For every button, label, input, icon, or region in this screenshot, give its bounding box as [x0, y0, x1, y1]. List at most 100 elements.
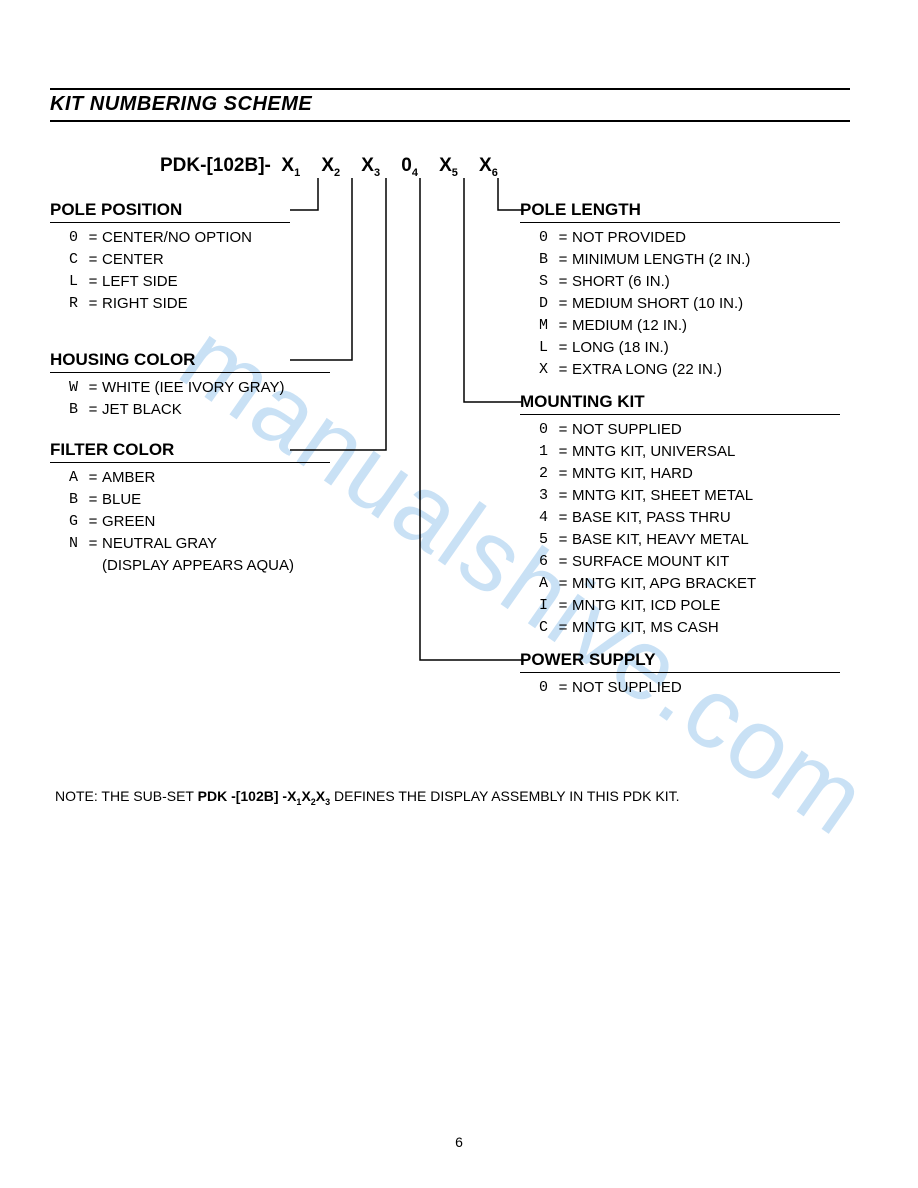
option-label: BASE KIT, PASS THRU: [572, 507, 840, 529]
section-header: FILTER COLOR: [50, 440, 330, 463]
option-label: MNTG KIT, APG BRACKET: [572, 573, 840, 595]
option-code: 4: [520, 507, 554, 529]
options-list: 0=NOT SUPPLIED: [520, 677, 840, 699]
section-header: MOUNTING KIT: [520, 392, 840, 415]
option-row: C=MNTG KIT, MS CASH: [520, 617, 840, 639]
option-row: L=LEFT SIDE: [50, 271, 290, 293]
option-code: G: [50, 511, 84, 533]
option-code: 0: [520, 419, 554, 441]
option-row: 0=NOT SUPPLIED: [520, 419, 840, 441]
option-row: B=BLUE: [50, 489, 330, 511]
option-code: X: [520, 359, 554, 381]
option-row: I=MNTG KIT, ICD POLE: [520, 595, 840, 617]
equals-sign: =: [84, 377, 102, 399]
section-housing-color: HOUSING COLOR W=WHITE (IEE IVORY GRAY)B=…: [50, 350, 330, 421]
section-mounting-kit: MOUNTING KIT 0=NOT SUPPLIED1=MNTG KIT, U…: [520, 392, 840, 639]
option-row: A=AMBER: [50, 467, 330, 489]
option-label: MINIMUM LENGTH (2 IN.): [572, 249, 840, 271]
option-code: N: [50, 533, 84, 555]
equals-sign: =: [554, 293, 572, 315]
option-row: 0=NOT SUPPLIED: [520, 677, 840, 699]
equals-sign: =: [84, 293, 102, 315]
option-row: A=MNTG KIT, APG BRACKET: [520, 573, 840, 595]
equals-sign: =: [84, 467, 102, 489]
section-header: POLE POSITION: [50, 200, 290, 223]
option-code: W: [50, 377, 84, 399]
equals-sign: =: [554, 573, 572, 595]
option-row: R=RIGHT SIDE: [50, 293, 290, 315]
equals-sign: =: [554, 551, 572, 573]
option-code: C: [520, 617, 554, 639]
option-code: R: [50, 293, 84, 315]
option-label: MNTG KIT, HARD: [572, 463, 840, 485]
option-label: WHITE (IEE IVORY GRAY): [102, 377, 330, 399]
equals-sign: =: [554, 249, 572, 271]
options-list: 0=NOT PROVIDEDB=MINIMUM LENGTH (2 IN.)S=…: [520, 227, 840, 381]
options-list: A=AMBERB=BLUEG=GREENN=NEUTRAL GRAY: [50, 467, 330, 555]
option-code: D: [520, 293, 554, 315]
option-label: NEUTRAL GRAY: [102, 533, 330, 555]
option-label: NOT PROVIDED: [572, 227, 840, 249]
option-code: C: [50, 249, 84, 271]
equals-sign: =: [84, 399, 102, 421]
option-row: D=MEDIUM SHORT (10 IN.): [520, 293, 840, 315]
option-row: X=EXTRA LONG (22 IN.): [520, 359, 840, 381]
option-label: MNTG KIT, SHEET METAL: [572, 485, 840, 507]
options-list: W=WHITE (IEE IVORY GRAY)B=JET BLACK: [50, 377, 330, 421]
option-code: M: [520, 315, 554, 337]
equals-sign: =: [554, 617, 572, 639]
option-code: L: [520, 337, 554, 359]
equals-sign: =: [554, 227, 572, 249]
option-row: L=LONG (18 IN.): [520, 337, 840, 359]
equals-sign: =: [554, 485, 572, 507]
option-code: A: [520, 573, 554, 595]
equals-sign: =: [554, 337, 572, 359]
option-row: C=CENTER: [50, 249, 290, 271]
option-code: I: [520, 595, 554, 617]
option-row: 0=CENTER/NO OPTION: [50, 227, 290, 249]
option-code: 0: [520, 227, 554, 249]
option-row: 0=NOT PROVIDED: [520, 227, 840, 249]
option-row: B=MINIMUM LENGTH (2 IN.): [520, 249, 840, 271]
section-filter-color: FILTER COLOR A=AMBERB=BLUEG=GREENN=NEUTR…: [50, 440, 330, 577]
option-row: W=WHITE (IEE IVORY GRAY): [50, 377, 330, 399]
option-label: NOT SUPPLIED: [572, 419, 840, 441]
option-row: B=JET BLACK: [50, 399, 330, 421]
equals-sign: =: [554, 419, 572, 441]
option-row: 2=MNTG KIT, HARD: [520, 463, 840, 485]
option-label: MNTG KIT, UNIVERSAL: [572, 441, 840, 463]
footnote: NOTE: THE SUB-SET PDK -[102B] -X1X2X3 DE…: [55, 788, 845, 807]
option-label: MNTG KIT, MS CASH: [572, 617, 840, 639]
option-code: L: [50, 271, 84, 293]
option-row: N=NEUTRAL GRAY: [50, 533, 330, 555]
equals-sign: =: [554, 529, 572, 551]
option-label: CENTER/NO OPTION: [102, 227, 290, 249]
section-power-supply: POWER SUPPLY 0=NOT SUPPLIED: [520, 650, 840, 699]
equals-sign: =: [84, 227, 102, 249]
option-row: G=GREEN: [50, 511, 330, 533]
section-pole-position: POLE POSITION 0=CENTER/NO OPTIONC=CENTER…: [50, 200, 290, 315]
equals-sign: =: [84, 249, 102, 271]
equals-sign: =: [84, 271, 102, 293]
section-header: POLE LENGTH: [520, 200, 840, 223]
section-pole-length: POLE LENGTH 0=NOT PROVIDEDB=MINIMUM LENG…: [520, 200, 840, 381]
option-label: BASE KIT, HEAVY METAL: [572, 529, 840, 551]
options-list: 0=CENTER/NO OPTIONC=CENTERL=LEFT SIDER=R…: [50, 227, 290, 315]
option-label: SURFACE MOUNT KIT: [572, 551, 840, 573]
option-label: LEFT SIDE: [102, 271, 290, 293]
equals-sign: =: [554, 507, 572, 529]
equals-sign: =: [554, 271, 572, 293]
option-row: M=MEDIUM (12 IN.): [520, 315, 840, 337]
option-code: 0: [520, 677, 554, 699]
option-code: A: [50, 467, 84, 489]
option-row: 3=MNTG KIT, SHEET METAL: [520, 485, 840, 507]
option-row: 5=BASE KIT, HEAVY METAL: [520, 529, 840, 551]
option-label: MNTG KIT, ICD POLE: [572, 595, 840, 617]
option-label: SHORT (6 IN.): [572, 271, 840, 293]
section-header: HOUSING COLOR: [50, 350, 330, 373]
option-code: 0: [50, 227, 84, 249]
option-code: 3: [520, 485, 554, 507]
option-code: B: [520, 249, 554, 271]
equals-sign: =: [554, 595, 572, 617]
option-code: B: [50, 489, 84, 511]
